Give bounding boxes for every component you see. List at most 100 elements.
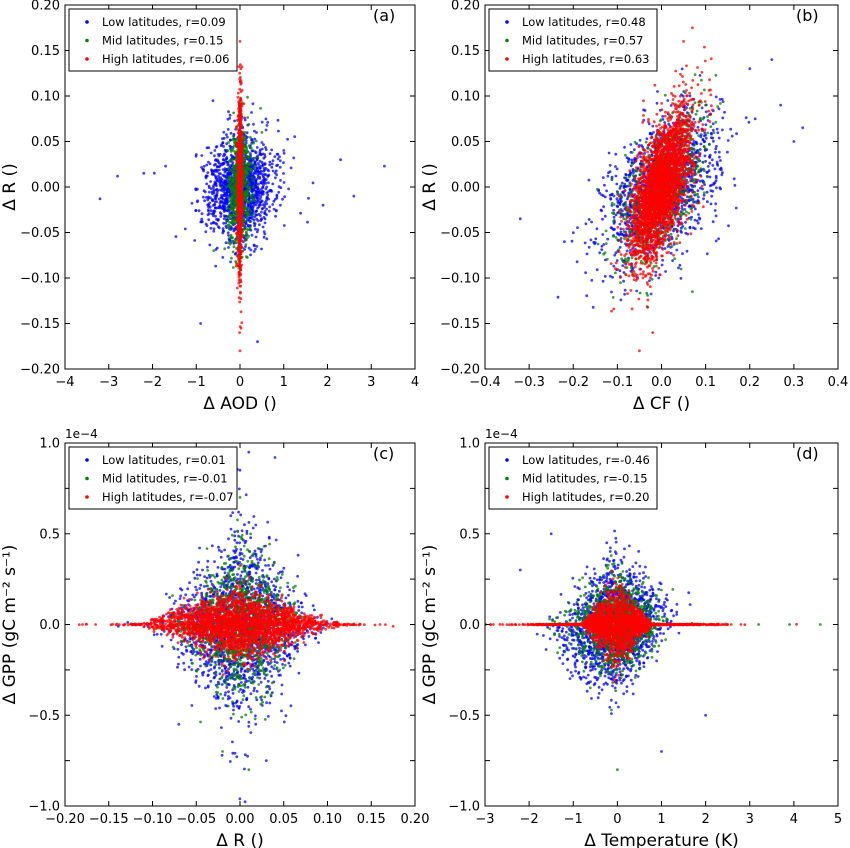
scatter-point — [716, 131, 720, 135]
scatter-point — [692, 117, 696, 121]
scatter-point — [218, 181, 222, 185]
scatter-point — [624, 153, 627, 157]
scatter-point — [292, 156, 296, 160]
scatter-point — [244, 151, 248, 155]
scatter-point — [239, 189, 242, 193]
scatter-point — [229, 236, 233, 240]
scatter-point — [277, 129, 280, 133]
scatter-point — [229, 166, 233, 170]
scatter-point — [626, 160, 630, 164]
scatter-point — [695, 219, 699, 223]
scatter-point — [259, 107, 262, 110]
scatter-point — [225, 219, 229, 223]
scatter-point — [703, 147, 707, 151]
scatter-point — [286, 137, 289, 141]
scatter-point — [254, 156, 258, 160]
scatter-point — [244, 238, 247, 242]
scatter-point — [227, 167, 230, 171]
scatter-point — [245, 255, 248, 259]
scatter-point — [693, 184, 697, 188]
scatter-point — [699, 142, 703, 146]
scatter-point — [615, 204, 619, 208]
scatter-point — [592, 240, 596, 244]
scatter-point — [706, 200, 709, 204]
scatter-point — [276, 157, 280, 161]
scatter-point — [249, 136, 252, 139]
scatter-point — [204, 196, 208, 199]
scatter-point — [256, 175, 260, 179]
y-tick-label: 0.20 — [31, 0, 60, 14]
scatter-point — [262, 183, 265, 187]
scatter-point — [610, 290, 613, 294]
scatter-point — [704, 136, 708, 140]
scatter-point — [223, 247, 227, 251]
scatter-point — [214, 188, 218, 192]
scatter-point — [258, 159, 262, 163]
scatter-point — [237, 226, 241, 230]
scatter-point — [518, 217, 522, 221]
scatter-point — [211, 169, 215, 173]
scatter-point — [714, 202, 718, 206]
scatter-point — [615, 197, 619, 201]
scatter-point — [228, 164, 232, 168]
scatter-point — [697, 213, 700, 216]
scatter-point — [254, 139, 258, 143]
scatter-point — [630, 224, 634, 228]
scatter-point — [218, 164, 222, 168]
scatter-point — [240, 228, 244, 232]
scatter-point — [254, 169, 257, 172]
scatter-point — [201, 195, 205, 199]
scatter-point — [237, 275, 241, 279]
scatter-point — [651, 124, 655, 128]
scatter-point — [611, 234, 615, 238]
scatter-point — [606, 174, 610, 178]
legend-box — [68, 8, 238, 72]
scatter-point — [274, 214, 277, 218]
scatter-point — [225, 226, 229, 230]
scatter-point — [222, 217, 226, 221]
scatter-point — [267, 173, 271, 177]
scatter-point — [237, 102, 241, 106]
scatter-point — [714, 73, 718, 77]
scatter-point — [238, 87, 242, 91]
scatter-point — [605, 257, 609, 261]
scatter-point — [256, 195, 260, 199]
scatter-point — [253, 203, 256, 206]
scatter-point — [256, 162, 260, 165]
scatter-point — [239, 90, 243, 93]
scatter-point — [265, 202, 269, 206]
scatter-point — [223, 153, 227, 157]
scatter-point — [623, 221, 627, 225]
scatter-point — [227, 176, 231, 180]
scatter-point — [721, 128, 724, 132]
scatter-point — [212, 209, 216, 213]
scatter-point — [238, 233, 242, 237]
scatter-point — [262, 176, 265, 179]
scatter-point — [232, 111, 236, 115]
scatter-point — [709, 125, 713, 129]
scatter-point — [206, 171, 210, 175]
scatter-point — [244, 227, 248, 231]
scatter-point — [226, 198, 230, 201]
scatter-point — [222, 130, 226, 134]
scatter-point — [251, 178, 255, 182]
scatter-point — [238, 220, 242, 223]
scatter-point — [732, 177, 736, 181]
scatter-point — [200, 220, 204, 224]
scatter-point — [623, 292, 626, 296]
scatter-point — [216, 158, 220, 162]
scatter-point — [211, 199, 214, 203]
scatter-point — [252, 221, 256, 225]
scatter-point — [254, 179, 258, 183]
scatter-point — [247, 194, 250, 197]
scatter-point — [703, 154, 707, 158]
scatter-point — [231, 214, 235, 218]
scatter-point — [704, 123, 708, 126]
scatter-point — [714, 239, 718, 243]
x-tick-label: −2 — [143, 375, 162, 390]
scatter-point — [224, 241, 228, 245]
scatter-point — [251, 189, 255, 193]
scatter-point — [717, 150, 721, 154]
scatter-point — [603, 214, 607, 218]
scatter-point — [693, 190, 697, 194]
